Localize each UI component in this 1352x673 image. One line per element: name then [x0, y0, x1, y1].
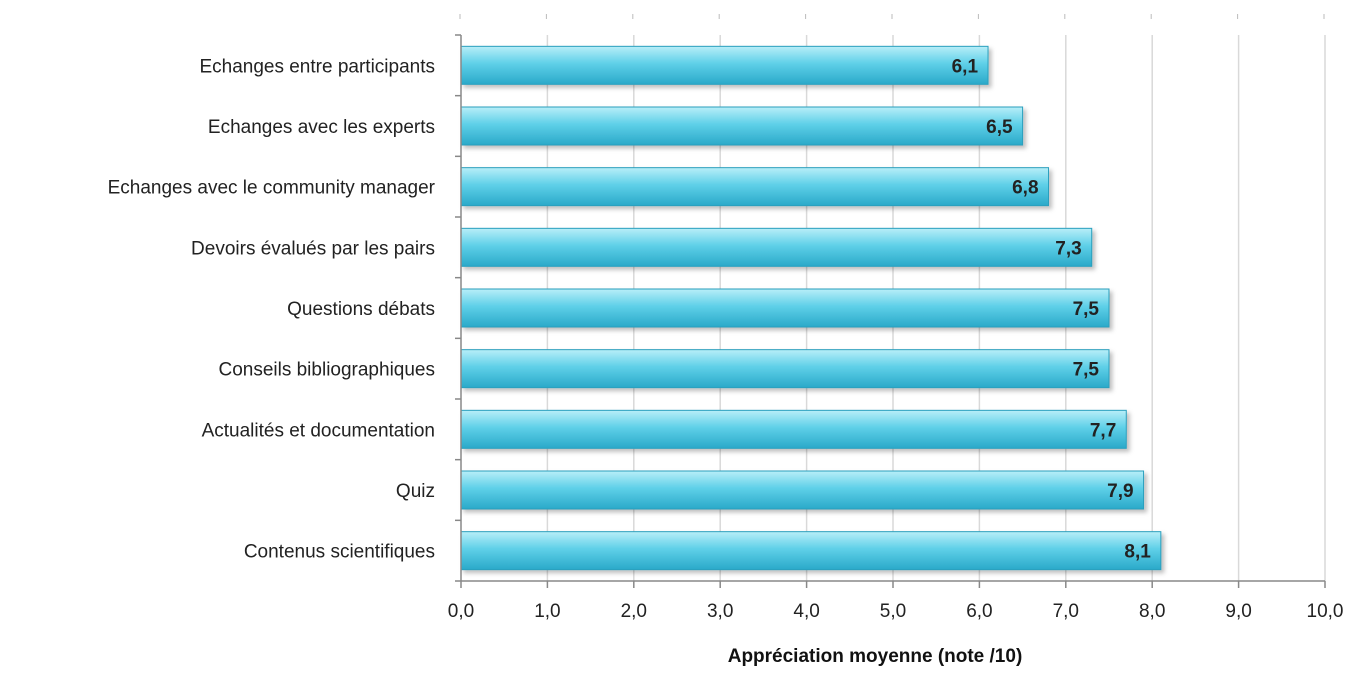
category-label-4: Questions débats	[287, 299, 435, 320]
category-label-2: Echanges avec le community manager	[108, 178, 436, 199]
value-label-1: 6,5	[986, 117, 1013, 138]
bar-2	[460, 167, 1050, 207]
bar-0	[460, 45, 989, 85]
category-label-5: Conseils bibliographiques	[218, 360, 435, 381]
x-tick-label-6: 6,0	[966, 601, 992, 622]
labels: 0,0 1,0 2,0 3,0 4,0 5,0 6,0 7,0 8,0 9,0 10,0 6,1 Ech…	[108, 56, 1344, 622]
category-label-3: Devoirs évalués par les pairs	[191, 238, 435, 259]
value-label-7: 7,9	[1107, 481, 1133, 502]
bar-6	[460, 409, 1127, 449]
value-label-3: 7,3	[1055, 238, 1081, 259]
axes	[455, 14, 1326, 588]
x-tick-label-9: 9,0	[1225, 601, 1251, 622]
value-label-8: 8,1	[1124, 542, 1151, 563]
bar-5	[460, 349, 1110, 389]
x-tick-label-3: 3,0	[707, 601, 733, 622]
category-label-1: Echanges avec les experts	[208, 117, 435, 138]
value-label-4: 7,5	[1073, 299, 1100, 320]
bar-3	[460, 227, 1093, 267]
x-tick-label-8: 8,0	[1139, 601, 1165, 622]
x-tick-label-1: 1,0	[534, 601, 560, 622]
x-tick-label-4: 4,0	[793, 601, 819, 622]
x-tick-label-0: 0,0	[448, 601, 474, 622]
bar-4	[460, 288, 1110, 328]
category-label-7: Quiz	[396, 481, 435, 502]
value-label-2: 6,8	[1012, 178, 1038, 199]
x-tick-label-7: 7,0	[1053, 601, 1079, 622]
bars	[460, 45, 1162, 571]
bar-7	[460, 470, 1145, 510]
category-label-8: Contenus scientifiques	[244, 542, 435, 563]
bar-8	[460, 531, 1162, 571]
category-label-6: Actualités et documentation	[202, 420, 435, 441]
category-label-0: Echanges entre participants	[199, 56, 435, 77]
x-tick-label-10: 10,0	[1307, 601, 1344, 622]
x-tick-label-5: 5,0	[880, 601, 906, 622]
bar-1	[460, 106, 1024, 146]
x-axis-title: Appréciation moyenne (note /10)	[728, 646, 1023, 667]
value-label-5: 7,5	[1073, 360, 1100, 381]
value-label-6: 7,7	[1090, 420, 1116, 441]
x-tick-label-2: 2,0	[621, 601, 647, 622]
value-label-0: 6,1	[952, 56, 979, 77]
